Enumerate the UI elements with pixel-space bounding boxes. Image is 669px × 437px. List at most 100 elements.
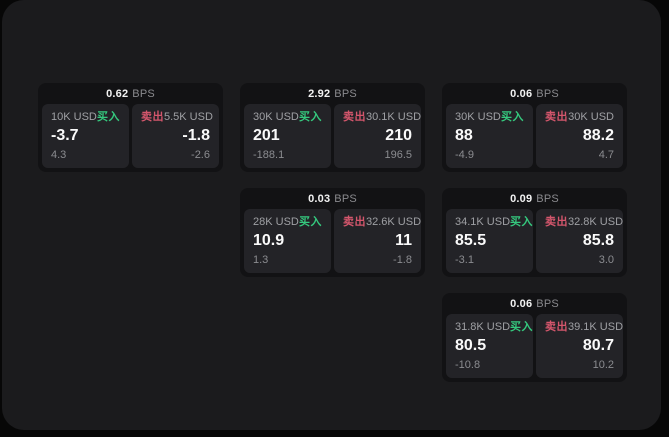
sell-label: 卖出 <box>141 111 164 123</box>
sell-price: -1.8 <box>182 127 210 144</box>
sell-label: 卖出 <box>343 111 366 123</box>
sell-tile[interactable]: 卖出 30K USD 88.2 4.7 <box>536 104 623 168</box>
buy-delta: -188.1 <box>253 149 285 161</box>
sell-amount: 32.8K USD <box>568 216 624 228</box>
sell-label: 卖出 <box>545 321 568 333</box>
buy-amount: 31.8K USD <box>455 321 511 333</box>
buy-amount: 34.1K USD <box>455 216 511 228</box>
sell-tile-header: 卖出 39.1K USD <box>545 321 623 334</box>
sell-tile-header: 卖出 30.1K USD <box>343 111 421 124</box>
buy-label: 买入 <box>299 216 322 228</box>
sell-tile[interactable]: 卖出 32.8K USD 85.8 3.0 <box>536 209 623 273</box>
buy-tile[interactable]: 31.8K USD 买入 80.5 -10.8 <box>446 314 533 378</box>
buy-tile[interactable]: 30K USD 买入 88 -4.9 <box>446 104 533 168</box>
sell-tile-header: 卖出 5.5K USD <box>141 111 213 124</box>
quote-grid: 0.62 BPS 10K USD 买入 -3.7 4.3 卖出 5.5K USD… <box>38 83 627 382</box>
buy-delta: 1.3 <box>253 254 269 266</box>
sell-delta: -2.6 <box>191 149 210 161</box>
spread-value: 0.06 <box>510 297 533 310</box>
buy-label: 买入 <box>501 111 524 123</box>
buy-tile-header: 31.8K USD 买入 <box>455 321 533 334</box>
buy-tile[interactable]: 30K USD 买入 201 -188.1 <box>244 104 331 168</box>
sell-tile[interactable]: 卖出 5.5K USD -1.8 -2.6 <box>132 104 219 168</box>
quote-tiles: 31.8K USD 买入 80.5 -10.8 卖出 39.1K USD 80.… <box>442 314 627 382</box>
buy-delta: 4.3 <box>51 149 67 161</box>
spread-unit: BPS <box>132 87 155 100</box>
sell-tile-header: 卖出 30K USD <box>545 111 614 124</box>
sell-label: 卖出 <box>343 216 366 228</box>
quote-tiles: 10K USD 买入 -3.7 4.3 卖出 5.5K USD -1.8 -2.… <box>38 104 223 172</box>
buy-price: 80.5 <box>455 337 487 354</box>
quote-tiles: 28K USD 买入 10.9 1.3 卖出 32.6K USD 11 -1.8 <box>240 209 425 277</box>
spread-header: 0.06 BPS <box>442 83 627 104</box>
spread-header: 0.62 BPS <box>38 83 223 104</box>
spread-value: 2.92 <box>308 87 331 100</box>
sell-tile[interactable]: 卖出 30.1K USD 210 196.5 <box>334 104 421 168</box>
buy-amount: 30K USD <box>455 111 501 123</box>
sell-label: 卖出 <box>545 216 568 228</box>
quote-card: 0.62 BPS 10K USD 买入 -3.7 4.3 卖出 5.5K USD… <box>38 83 223 172</box>
sell-tile-header: 卖出 32.6K USD <box>343 216 421 229</box>
quote-card: 0.06 BPS 30K USD 买入 88 -4.9 卖出 30K USD 8… <box>442 83 627 172</box>
buy-tile-header: 30K USD 买入 <box>455 111 524 124</box>
spread-value: 0.09 <box>510 192 533 205</box>
buy-delta: -10.8 <box>455 359 481 371</box>
sell-price: 210 <box>385 127 412 144</box>
sell-tile[interactable]: 卖出 32.6K USD 11 -1.8 <box>334 209 421 273</box>
spread-header: 0.03 BPS <box>240 188 425 209</box>
buy-delta: -4.9 <box>455 149 474 161</box>
sell-amount: 30K USD <box>568 111 614 123</box>
sell-price: 85.8 <box>582 232 614 249</box>
sell-tile-header: 卖出 32.8K USD <box>545 216 623 229</box>
spread-value: 0.06 <box>510 87 533 100</box>
sell-amount: 32.6K USD <box>366 216 422 228</box>
buy-tile-header: 34.1K USD 买入 <box>455 216 533 229</box>
buy-tile[interactable]: 28K USD 买入 10.9 1.3 <box>244 209 331 273</box>
sell-delta: -1.8 <box>393 254 412 266</box>
quote-card: 0.09 BPS 34.1K USD 买入 85.5 -3.1 卖出 32.8K… <box>442 188 627 277</box>
spread-value: 0.62 <box>106 87 129 100</box>
buy-tile[interactable]: 34.1K USD 买入 85.5 -3.1 <box>446 209 533 273</box>
buy-price: 201 <box>253 127 280 144</box>
spread-header: 2.92 BPS <box>240 83 425 104</box>
quote-tiles: 30K USD 买入 88 -4.9 卖出 30K USD 88.2 4.7 <box>442 104 627 172</box>
sell-price: 88.2 <box>582 127 614 144</box>
buy-price: 88 <box>455 127 473 144</box>
buy-amount: 28K USD <box>253 216 299 228</box>
sell-amount: 39.1K USD <box>568 321 624 333</box>
buy-label: 买入 <box>510 321 534 333</box>
buy-label: 买入 <box>510 216 534 228</box>
sell-price: 11 <box>395 232 412 249</box>
spread-header: 0.09 BPS <box>442 188 627 209</box>
spread-unit: BPS <box>334 87 357 100</box>
buy-tile-header: 10K USD 买入 <box>51 111 120 124</box>
buy-amount: 10K USD <box>51 111 97 123</box>
buy-label: 买入 <box>299 111 322 123</box>
buy-price: 85.5 <box>455 232 487 249</box>
sell-label: 卖出 <box>545 111 568 123</box>
spread-unit: BPS <box>536 192 559 205</box>
sell-delta: 196.5 <box>384 149 412 161</box>
sell-delta: 4.7 <box>598 149 614 161</box>
buy-amount: 30K USD <box>253 111 299 123</box>
buy-tile-header: 28K USD 买入 <box>253 216 322 229</box>
quote-tiles: 34.1K USD 买入 85.5 -3.1 卖出 32.8K USD 85.8… <box>442 209 627 277</box>
quote-card: 0.06 BPS 31.8K USD 买入 80.5 -10.8 卖出 39.1… <box>442 293 627 382</box>
spread-header: 0.06 BPS <box>442 293 627 314</box>
sell-delta: 10.2 <box>592 359 614 371</box>
spread-unit: BPS <box>334 192 357 205</box>
spread-unit: BPS <box>536 297 559 310</box>
buy-price: 10.9 <box>253 232 285 249</box>
sell-price: 80.7 <box>582 337 614 354</box>
buy-delta: -3.1 <box>455 254 474 266</box>
sell-amount: 5.5K USD <box>164 111 213 123</box>
buy-price: -3.7 <box>51 127 79 144</box>
sell-tile[interactable]: 卖出 39.1K USD 80.7 10.2 <box>536 314 623 378</box>
buy-tile-header: 30K USD 买入 <box>253 111 322 124</box>
buy-tile[interactable]: 10K USD 买入 -3.7 4.3 <box>42 104 129 168</box>
quote-tiles: 30K USD 买入 201 -188.1 卖出 30.1K USD 210 1… <box>240 104 425 172</box>
sell-delta: 3.0 <box>598 254 614 266</box>
quote-card: 2.92 BPS 30K USD 买入 201 -188.1 卖出 30.1K … <box>240 83 425 172</box>
quote-card: 0.03 BPS 28K USD 买入 10.9 1.3 卖出 32.6K US… <box>240 188 425 277</box>
